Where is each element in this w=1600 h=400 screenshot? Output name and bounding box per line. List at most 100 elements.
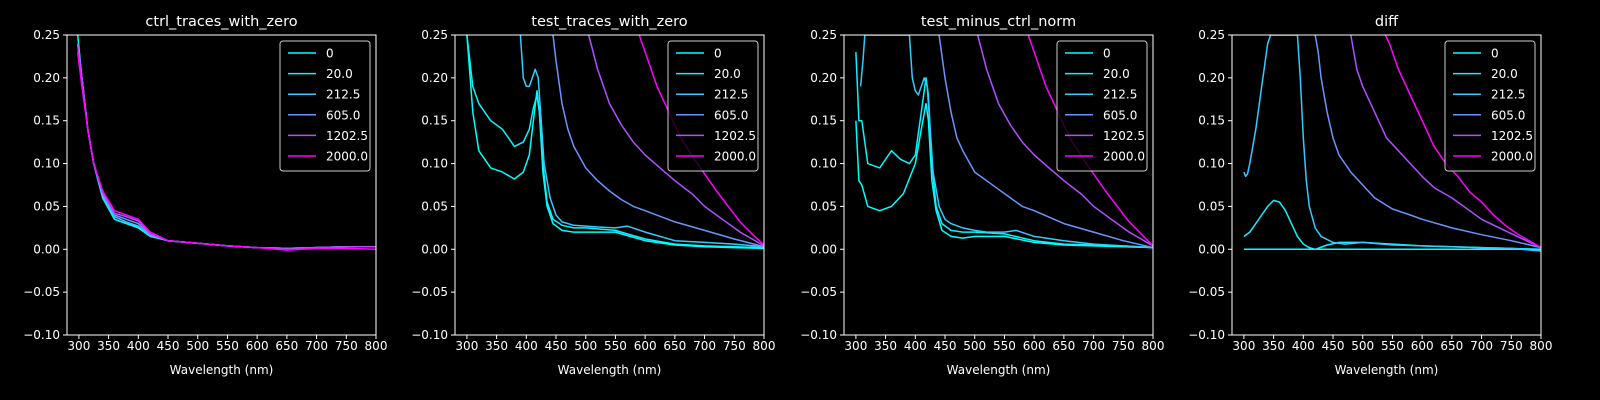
x-tick-label: 400 — [515, 339, 538, 353]
legend-label: 1202.5 — [1491, 129, 1533, 143]
x-tick-label: 550 — [1381, 339, 1404, 353]
legend-label: 605.0 — [326, 108, 360, 122]
x-tick-label: 500 — [186, 339, 209, 353]
y-tick-label: 0.00 — [421, 242, 448, 256]
x-tick-label: 700 — [305, 339, 328, 353]
series-line-1 — [466, 35, 764, 250]
legend: 0 20.0 212.5 605.0 1202.5 2000.0 — [279, 40, 371, 172]
legend: 0 20.0 212.5 605.0 1202.5 2000.0 — [1056, 40, 1148, 172]
legend-label: 20.0 — [1491, 67, 1518, 81]
x-tick-label: 650 — [275, 339, 298, 353]
y-tick-label: 0.15 — [1198, 114, 1225, 128]
series-line-2 — [1243, 199, 1541, 251]
y-tick-label: −0.10 — [1188, 328, 1225, 342]
x-tick-label: 450 — [1322, 339, 1345, 353]
x-tick-label: 600 — [246, 339, 269, 353]
x-tick-label: 800 — [1142, 339, 1165, 353]
legend-label: 605.0 — [714, 108, 748, 122]
y-tick-label: 0.15 — [33, 114, 60, 128]
y-tick-label: −0.05 — [1188, 285, 1225, 299]
chart-title: ctrl_traces_with_zero — [145, 14, 297, 30]
legend-label: 20.0 — [714, 67, 741, 81]
y-tick-label: 0.10 — [1198, 157, 1225, 171]
y-tick-label: 0.10 — [421, 157, 448, 171]
y-tick-label: 0.15 — [421, 114, 448, 128]
chart-panel-4: 300 350 400 450 500 550 600 650 700 750 800 −0.10 −0… — [1188, 14, 1552, 377]
chart-title: test_minus_ctrl_norm — [921, 14, 1076, 30]
x-tick-label: 800 — [365, 339, 388, 353]
series-line-5 — [1350, 35, 1541, 249]
x-tick-label: 450 — [545, 339, 568, 353]
x-tick-label: 700 — [1470, 339, 1493, 353]
legend: 0 20.0 212.5 605.0 1202.5 2000.0 — [667, 40, 759, 172]
legend-label: 20.0 — [326, 67, 353, 81]
x-tick-label: 750 — [1112, 339, 1135, 353]
series-group — [76, 35, 376, 251]
x-axis-label: Wavelength (nm) — [170, 363, 274, 377]
series-line-3 — [1243, 35, 1541, 252]
series-group — [1243, 35, 1541, 252]
y-tick-label: 0.25 — [1198, 28, 1225, 42]
x-tick-label: 400 — [127, 339, 150, 353]
legend-label: 0 — [1103, 47, 1111, 61]
chart-panel-2: 300 350 400 450 500 550 600 650 700 750 800 −0.10 −0… — [411, 14, 775, 377]
x-tick-label: 450 — [934, 339, 957, 353]
y-tick-label: 0.05 — [421, 199, 448, 213]
legend-label: 1202.5 — [326, 129, 368, 143]
x-tick-label: 550 — [993, 339, 1016, 353]
x-tick-label: 550 — [216, 339, 239, 353]
x-axis-label: Wavelength (nm) — [558, 363, 662, 377]
x-tick-label: 400 — [904, 339, 927, 353]
y-tick-label: −0.10 — [800, 328, 837, 342]
y-tick-label: 0.05 — [33, 199, 60, 213]
y-tick-label: 0.05 — [810, 199, 837, 213]
x-tick-label: 300 — [844, 339, 867, 353]
y-tick-label: 0.10 — [810, 157, 837, 171]
legend-label: 212.5 — [326, 88, 360, 102]
legend-label: 20.0 — [1103, 67, 1130, 81]
legend-label: 212.5 — [1491, 88, 1525, 102]
y-tick-label: 0.20 — [810, 71, 837, 85]
y-tick-label: −0.05 — [411, 285, 448, 299]
x-axis-label: Wavelength (nm) — [1335, 363, 1439, 377]
x-tick-label: 500 — [574, 339, 597, 353]
y-tick-label: 0.25 — [421, 28, 448, 42]
x-tick-label: 650 — [1440, 339, 1463, 353]
x-tick-label: 800 — [1530, 339, 1553, 353]
y-tick-label: −0.05 — [23, 285, 60, 299]
plot-frame — [66, 34, 377, 336]
y-tick-label: 0.00 — [810, 242, 837, 256]
plot-frame — [454, 34, 765, 336]
legend-label: 212.5 — [1103, 88, 1137, 102]
y-tick-label: 0.00 — [1198, 242, 1225, 256]
x-tick-label: 650 — [663, 339, 686, 353]
series-line-5 — [587, 35, 764, 247]
series-line-6 — [1384, 35, 1541, 249]
series-line-4 — [938, 35, 1153, 249]
y-tick-label: 0.10 — [33, 157, 60, 171]
x-tick-label: 800 — [753, 339, 776, 353]
legend-label: 0 — [1491, 47, 1499, 61]
series-line-2 — [466, 35, 764, 249]
legend: 0 20.0 212.5 605.0 1202.5 2000.0 — [1444, 40, 1536, 172]
legend-label: 2000.0 — [1491, 150, 1533, 164]
x-tick-label: 300 — [455, 339, 478, 353]
chart-title: test_traces_with_zero — [531, 14, 688, 30]
x-tick-label: 750 — [335, 339, 358, 353]
x-tick-label: 300 — [67, 339, 90, 353]
x-tick-label: 400 — [1292, 339, 1315, 353]
series-group — [855, 35, 1153, 249]
chart-panel-1: 300 350 400 450 500 550 600 650 700 750 800 −0.10 −0… — [23, 14, 387, 377]
legend-label: 212.5 — [714, 88, 748, 102]
y-tick-label: 0.00 — [33, 242, 60, 256]
y-tick-label: −0.10 — [23, 328, 60, 342]
x-tick-label: 300 — [1232, 339, 1255, 353]
series-line-3 — [859, 35, 1153, 249]
x-tick-label: 600 — [1023, 339, 1046, 353]
legend-label: 1202.5 — [714, 129, 756, 143]
x-tick-label: 350 — [1262, 339, 1285, 353]
y-tick-label: 0.05 — [1198, 199, 1225, 213]
plot-frame — [1231, 34, 1542, 336]
legend-label: 2000.0 — [1103, 150, 1145, 164]
